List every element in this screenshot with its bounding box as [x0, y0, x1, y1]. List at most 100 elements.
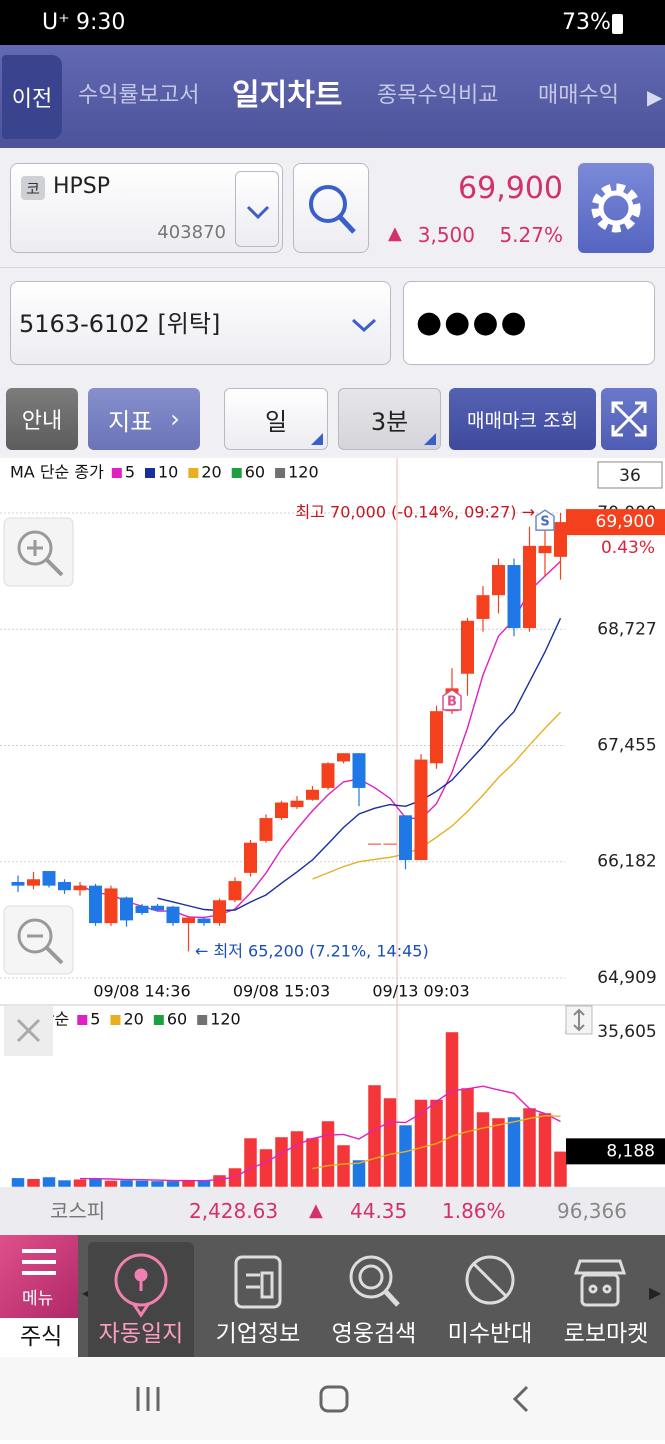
- volume-bar: [57, 1179, 72, 1187]
- dropdown[interactable]: [235, 171, 279, 247]
- tab[interactable]: 매매수익: [538, 83, 619, 108]
- legend-swatch: [110, 1015, 121, 1025]
- menu-item[interactable]: 영웅검색: [331, 1321, 417, 1347]
- nav-icons: [136, 1385, 529, 1413]
- account-number: 5163-6102 [위탁]: [19, 310, 221, 338]
- menu-button[interactable]: 메뉴: [0, 1235, 78, 1318]
- y-tick-label: 35,605: [597, 1022, 656, 1042]
- volume-bar: [538, 1112, 552, 1187]
- nav-bar: [0, 1357, 665, 1440]
- candle-body: [120, 897, 133, 921]
- menu-item[interactable]: 기업정보: [215, 1321, 301, 1347]
- section-label: 주식: [20, 1324, 63, 1350]
- candle-body: [151, 905, 164, 911]
- ma-line: [312, 711, 562, 880]
- corner: [311, 433, 323, 445]
- high-note: 최고 70,000 (-0.14%, 09:27) →: [296, 503, 535, 522]
- change: 3,500: [417, 223, 475, 247]
- zoom-in[interactable]: [3, 517, 74, 587]
- market-badge: 코: [21, 176, 45, 200]
- guide-label: 안내: [21, 409, 63, 434]
- period-select[interactable]: 일: [224, 388, 328, 450]
- back-label: 이전: [11, 87, 53, 112]
- index-name: 코스피: [50, 1199, 106, 1223]
- tab-arrow[interactable]: ▶: [647, 85, 663, 109]
- change-rate: 5.27%: [499, 223, 563, 247]
- volume-bar: [73, 1178, 87, 1187]
- legend-swatch: [275, 468, 286, 478]
- volume-bar: [243, 1137, 258, 1187]
- section-tab[interactable]: 주식: [0, 1318, 78, 1357]
- search-button[interactable]: [293, 163, 369, 253]
- indicator-label: 지표: [108, 407, 153, 436]
- legend-label: 20: [123, 1010, 143, 1029]
- recent-button[interactable]: [136, 1387, 160, 1411]
- y-tick-label: 8,188: [606, 1141, 655, 1161]
- index-volume: 96,366: [557, 1199, 627, 1223]
- index-value: 2,428.63: [189, 1199, 279, 1223]
- zoom-out[interactable]: [3, 905, 74, 975]
- close-button[interactable]: [4, 1006, 53, 1056]
- bottom-menu: 메뉴 주식 ◀ ▶ 자동일지 기업정보 영웅검색 미수반대 로보마켓: [0, 1235, 665, 1357]
- volume-bar: [445, 1031, 459, 1187]
- volume-bar: [367, 1084, 382, 1187]
- menu-item[interactable]: 미수반대: [447, 1321, 533, 1347]
- tab-bar: 이전 수익률보고서 일지차트 종목수익비교 매매수익 ▶: [0, 45, 665, 148]
- candle-body: [306, 789, 319, 800]
- legend-title: MA 단순 종가: [10, 463, 104, 482]
- interval-select[interactable]: 3분: [338, 388, 441, 450]
- candle-body: [492, 565, 505, 596]
- battery-icon: [612, 14, 623, 34]
- last-rate: 0.43%: [601, 538, 655, 558]
- guide-button[interactable]: 안내: [6, 388, 78, 450]
- back-nav-button[interactable]: [512, 1385, 529, 1413]
- legend-label: 60: [245, 463, 265, 482]
- account-select[interactable]: 5163-6102 [위탁]: [10, 281, 391, 365]
- volume-bar: [491, 1117, 506, 1187]
- expand-button[interactable]: [601, 388, 657, 450]
- indicator-button[interactable]: 지표 ›: [88, 388, 200, 450]
- back-button[interactable]: 이전: [2, 55, 62, 139]
- chevron: [246, 205, 270, 220]
- candle-body: [461, 620, 474, 674]
- stock-input[interactable]: 코 HPSP 403870: [10, 163, 283, 253]
- hero-search-icon: [349, 1255, 400, 1307]
- chevron: ›: [170, 405, 180, 433]
- low-note: ← 최저 65,200 (7.21%, 14:45): [195, 942, 429, 961]
- auto-journal-icon: [114, 1253, 168, 1318]
- password-input[interactable]: ●●●●: [403, 281, 655, 365]
- volume-bar: [259, 1148, 273, 1187]
- account-row: 5163-6102 [위탁] ●●●●: [0, 268, 665, 380]
- candle-body: [368, 843, 381, 845]
- legend-label: 5: [125, 463, 135, 482]
- tab[interactable]: 수익률보고서: [78, 83, 200, 108]
- volume-bar: [290, 1130, 304, 1187]
- legend-swatch: [145, 468, 155, 478]
- menu-arrow-right[interactable]: ▶: [649, 1283, 662, 1302]
- trade-mark-button[interactable]: 매매마크 조회: [449, 388, 596, 450]
- up-arrow: ▲: [309, 1200, 323, 1221]
- candle-body: [337, 753, 350, 762]
- tab[interactable]: 일지차트: [232, 78, 343, 113]
- corner: [424, 433, 436, 445]
- resize-button[interactable]: [565, 1005, 593, 1035]
- candle-body: [104, 888, 118, 924]
- candle-body: [11, 881, 25, 886]
- candle-body: [523, 545, 536, 629]
- y-tick-label: 64,909: [597, 968, 656, 988]
- menu-label: 메뉴: [22, 1289, 54, 1309]
- menu-item[interactable]: 로보마켓: [563, 1321, 649, 1347]
- ma-line: [312, 1114, 561, 1170]
- home-button[interactable]: [319, 1385, 349, 1413]
- tab[interactable]: 종목수익비교: [377, 83, 499, 108]
- legend-label: 20: [201, 463, 221, 482]
- volume-bar: [321, 1120, 335, 1187]
- y-tick-label: 67,455: [597, 735, 656, 755]
- menu-item[interactable]: 자동일지: [98, 1321, 184, 1347]
- y-tick-label: 68,727: [597, 619, 656, 639]
- settings-button[interactable]: [578, 163, 654, 253]
- candle-body: [321, 763, 335, 788]
- volume-bar: [398, 1124, 413, 1187]
- volume-bar: [26, 1178, 41, 1187]
